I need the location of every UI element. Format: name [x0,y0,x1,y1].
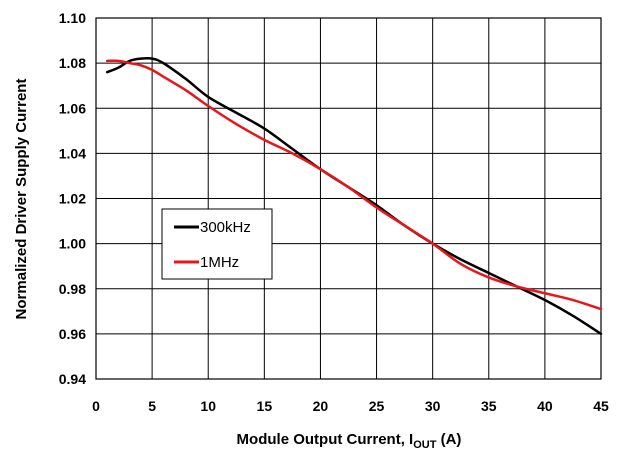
x-tick-label: 40 [537,398,553,414]
y-tick-label: 0.94 [59,371,86,387]
x-axis-title-main: Module Output Current, I [237,431,414,448]
y-tick-labels: 0.94 0.96 0.98 1.00 1.02 1.04 1.06 1.08 1.10 [59,10,86,387]
y-tick-label: 1.04 [59,145,86,161]
x-tick-label: 45 [593,398,609,414]
x-tick-label: 10 [200,398,216,414]
x-axis-title-subscript: OUT [413,439,437,451]
y-tick-label: 0.98 [59,281,86,297]
legend-box [161,208,273,280]
series-line-1mhz [105,59,603,311]
x-tick-label: 0 [92,398,100,414]
y-tick-label: 1.06 [59,100,86,116]
x-tick-label: 5 [148,398,156,414]
x-tick-label: 30 [425,398,441,414]
x-tick-labels: 0 5 10 15 20 25 30 35 40 45 [92,398,609,414]
grid-lines [95,17,602,380]
x-tick-label: 35 [481,398,497,414]
series-line-300khz [105,56,603,336]
legend-label-300khz: 300kHz [200,219,251,236]
x-axis-title: Module Output Current, IOUT (A) [237,431,462,451]
x-tick-label: 20 [313,398,329,414]
legend-label-1mhz: 1MHz [200,254,239,271]
y-tick-label: 1.00 [59,236,86,252]
series-layer [105,56,603,336]
y-tick-label: 0.96 [59,326,86,342]
x-axis-title-unit: (A) [436,431,461,448]
x-tick-label: 15 [257,398,273,414]
y-tick-label: 1.02 [59,191,86,207]
legend: 300kHz 1MHz [161,208,273,280]
y-tick-label: 1.08 [59,55,86,71]
x-tick-label: 25 [369,398,385,414]
y-tick-label: 1.10 [59,10,86,26]
plot-frame [95,17,602,380]
y-axis-title: Normalized Driver Supply Current [13,79,30,320]
